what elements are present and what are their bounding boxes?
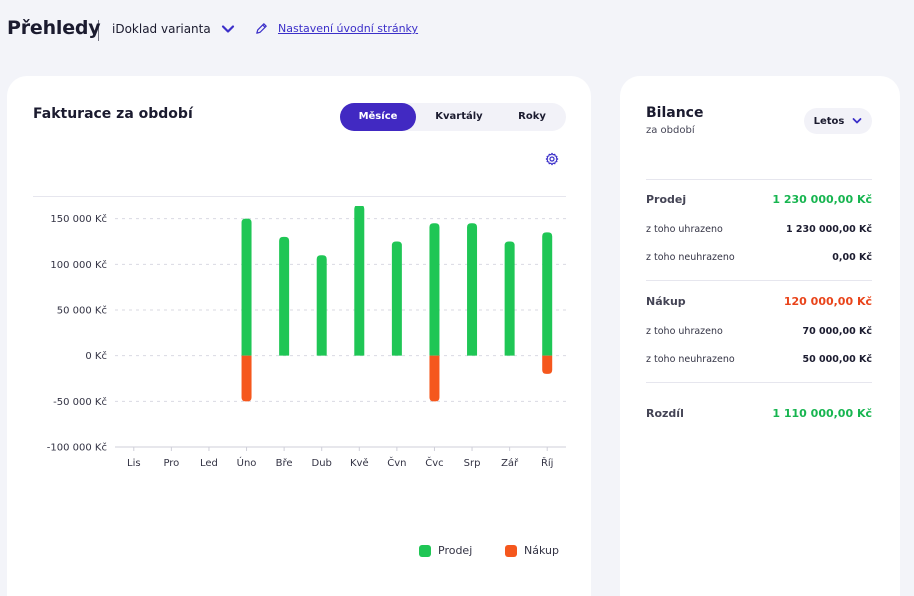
balance-divider (646, 382, 872, 383)
legend-swatch-nakup (505, 544, 517, 557)
page-title: Přehledy (7, 17, 101, 39)
tab-years[interactable]: Roky (518, 111, 546, 122)
sales-unpaid-label: z toho neuhrazeno (646, 252, 735, 263)
balance-divider (646, 179, 872, 180)
bar-prodej (467, 223, 478, 356)
y-tick-label: -50 000 Kč (53, 396, 107, 408)
period-dropdown[interactable]: Letos (804, 108, 872, 134)
purchase-label: Nákup (646, 295, 686, 308)
period-switch: Měsíce Kvartály Roky (340, 103, 566, 131)
y-tick-label: 150 000 Kč (50, 213, 107, 225)
tab-months[interactable]: Měsíce (340, 103, 416, 131)
x-tick-label: Bře (276, 457, 293, 469)
balance-title: Bilance (646, 105, 704, 121)
x-tick-label: Lis (127, 458, 141, 469)
balance-subtitle: za období (646, 125, 695, 136)
bar-prodej (279, 236, 290, 356)
bar-nakup (241, 355, 252, 402)
pencil-icon (256, 23, 267, 34)
x-tick-label: Srp (464, 458, 481, 469)
bar-prodej (542, 232, 553, 356)
sales-unpaid-row: z toho neuhrazeno 0,00 Kč (646, 252, 872, 263)
bar-prodej (316, 255, 327, 356)
top-bar: Přehledy iDoklad varianta Nastavení úvod… (0, 0, 914, 62)
sales-paid-row: z toho uhrazeno 1 230 000,00 Kč (646, 224, 872, 235)
purchase-paid-label: z toho uhrazeno (646, 326, 723, 337)
chevron-down-icon (852, 118, 862, 124)
y-tick-label: 50 000 Kč (57, 305, 107, 317)
bar-prodej (391, 241, 402, 356)
legend-swatch-prodej (419, 544, 431, 557)
x-tick-label: Kvě (350, 457, 369, 469)
bar-nakup (429, 355, 440, 402)
legend-item-prodej[interactable]: Prodej (419, 544, 472, 557)
purchase-unpaid-label: z toho neuhrazeno (646, 354, 735, 365)
homepage-settings-label: Nastavení úvodní stránky (278, 22, 419, 35)
purchase-row: Nákup 120 000,00 Kč (646, 295, 872, 308)
purchase-paid-value: 70 000,00 Kč (802, 326, 873, 337)
y-tick-label: -100 000 Kč (47, 442, 107, 454)
difference-label: Rozdíl (646, 407, 684, 420)
x-tick-label: Pro (163, 458, 179, 469)
sales-paid-value: 1 230 000,00 Kč (785, 224, 872, 235)
bar-nakup (542, 355, 553, 374)
bar-prodej (429, 223, 440, 356)
purchase-unpaid-row: z toho neuhrazeno 50 000,00 Kč (646, 354, 872, 365)
variant-dropdown[interactable]: iDoklad varianta (112, 22, 235, 36)
tab-quarters[interactable]: Kvartály (435, 111, 483, 122)
x-tick-label: Úno (237, 456, 257, 469)
x-tick-label: Čvc (425, 456, 443, 469)
sales-label: Prodej (646, 193, 687, 206)
period-label: Letos (813, 115, 845, 127)
purchase-unpaid-value: 50 000,00 Kč (802, 354, 873, 365)
y-tick-label: 100 000 Kč (50, 259, 107, 271)
chart-divider (33, 196, 566, 197)
bar-prodej (504, 241, 515, 356)
title-divider (98, 20, 99, 41)
balance-divider (646, 280, 872, 281)
bar-prodej (241, 218, 252, 356)
invoicing-card: Fakturace za období Měsíce Kvartály Roky… (7, 76, 591, 596)
legend-label-prodej: Prodej (438, 544, 473, 557)
x-tick-label: Říj (541, 456, 554, 469)
x-tick-label: Zář (501, 457, 519, 469)
x-tick-label: Dub (312, 458, 332, 469)
sales-paid-label: z toho uhrazeno (646, 224, 723, 235)
purchase-value: 120 000,00 Kč (783, 295, 872, 308)
purchase-paid-row: z toho uhrazeno 70 000,00 Kč (646, 326, 872, 337)
variant-label: iDoklad varianta (112, 22, 211, 36)
gear-icon[interactable] (545, 152, 559, 166)
legend-item-nakup[interactable]: Nákup (505, 544, 559, 557)
difference-value: 1 110 000,00 Kč (772, 407, 872, 420)
legend-label-nakup: Nákup (524, 544, 559, 557)
homepage-settings-link[interactable]: Nastavení úvodní stránky (254, 21, 418, 36)
balance-card: Bilance za období Letos Prodej 1 230 000… (620, 76, 900, 596)
chevron-down-icon (221, 25, 234, 33)
chart-title: Fakturace za období (33, 106, 193, 122)
difference-row: Rozdíl 1 110 000,00 Kč (646, 407, 872, 420)
sales-row: Prodej 1 230 000,00 Kč (646, 193, 872, 206)
sales-unpaid-value: 0,00 Kč (832, 252, 872, 263)
x-tick-label: Čvn (387, 456, 406, 469)
x-tick-label: Led (200, 458, 218, 469)
y-tick-label: 0 Kč (85, 350, 107, 362)
bar-prodej (354, 206, 365, 356)
sales-value: 1 230 000,00 Kč (772, 193, 872, 206)
